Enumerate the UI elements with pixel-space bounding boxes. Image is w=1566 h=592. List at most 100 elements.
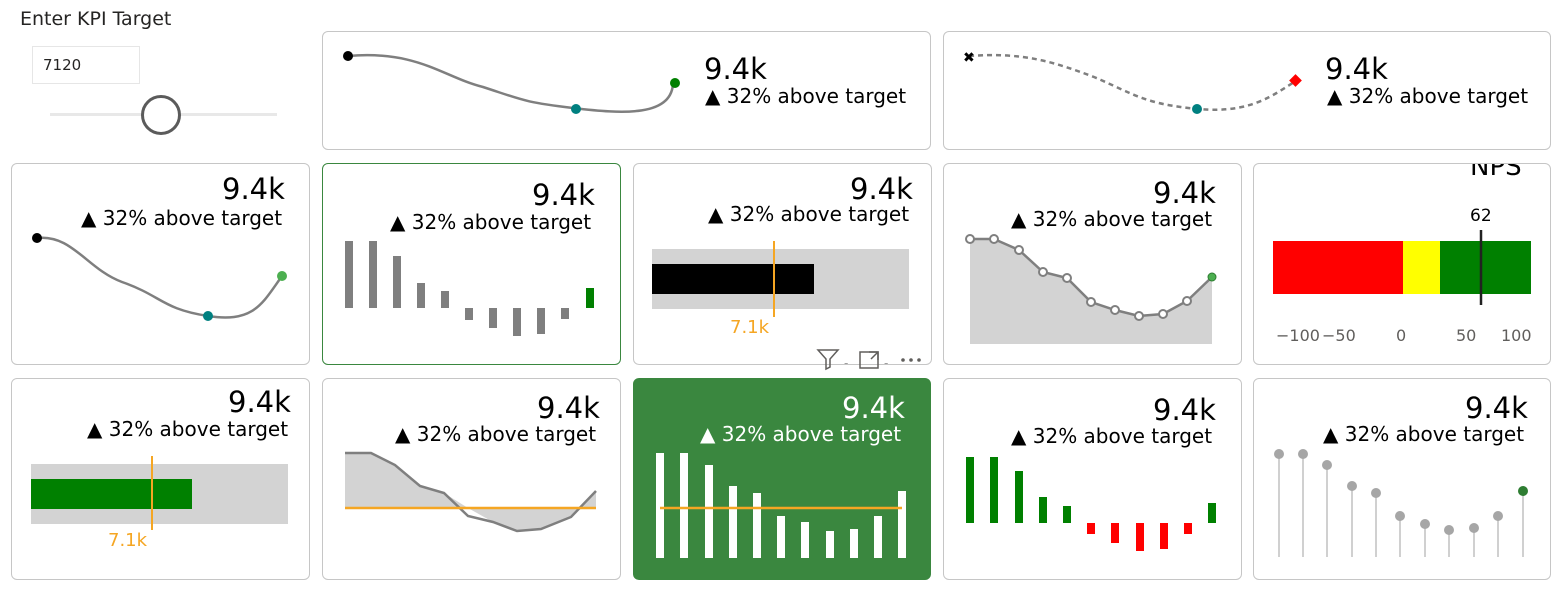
- area-line: [345, 451, 597, 533]
- data-point: [1444, 525, 1454, 535]
- kpi-card-line[interactable]: 9.4k ▲ 32% above target: [11, 163, 310, 365]
- bar-chart: [345, 241, 594, 336]
- sparkline-series: [36, 236, 284, 319]
- bullet-bar: [652, 264, 814, 294]
- data-point: [1110, 305, 1120, 315]
- bar: [345, 241, 353, 308]
- bar: [777, 516, 785, 558]
- kpi-card-gauge[interactable]: NPS 62 −100 −50 0 50 100: [1253, 163, 1551, 365]
- kpi-status: ▲ 32% above target: [395, 422, 597, 446]
- kpi-value: 9.4k: [704, 52, 767, 86]
- bar-positive: [1015, 471, 1023, 523]
- kpi-card-bullet-green[interactable]: 9.4k ▲ 32% above target 7.1k: [11, 378, 310, 580]
- gauge-tick-label: 50: [1456, 326, 1477, 345]
- area-chart: [345, 451, 597, 533]
- kpi-card-bars-grey[interactable]: 9.4k ▲ 32% above target: [322, 163, 621, 365]
- kpi-value: 9.4k: [1153, 393, 1216, 427]
- bar: [441, 291, 449, 308]
- bar: [826, 531, 834, 558]
- bar: [561, 308, 569, 319]
- bar: [898, 491, 906, 558]
- target-label: 7.1k: [108, 530, 148, 551]
- end-point: [277, 271, 287, 281]
- bar-chart: [656, 453, 906, 558]
- kpi-target-input[interactable]: 7120: [32, 46, 140, 84]
- sparkline-series: [968, 53, 1297, 112]
- kpi-status: ▲ 32% above target: [87, 417, 289, 441]
- bar-positive: [966, 457, 974, 523]
- filter-icon: [816, 349, 840, 371]
- end-point: [1518, 486, 1528, 496]
- sparkline-series: [347, 53, 675, 113]
- bar: [465, 308, 473, 320]
- linear-gauge: [1273, 230, 1531, 305]
- bar-current: [1208, 503, 1216, 523]
- end-point: [670, 78, 680, 88]
- bullet-chart: [652, 241, 909, 317]
- kpi-status: ▲ 32% above target: [81, 206, 283, 230]
- bar: [753, 493, 761, 558]
- toolbar-icons: - -: [816, 349, 921, 371]
- sparkline-chart: ✖: [963, 50, 1302, 114]
- kpi-card-line-smooth[interactable]: 9.4k ▲ 32% above target: [322, 31, 931, 150]
- kpi-card-area-markers[interactable]: 9.4k ▲ 32% above target: [943, 163, 1242, 365]
- bar-positive: [1063, 506, 1071, 523]
- gauge-tick-label: −100: [1276, 326, 1320, 345]
- area-chart: [965, 234, 1217, 344]
- start-marker: ✖: [963, 50, 975, 66]
- bar-negative: [1111, 523, 1119, 543]
- data-point: [1274, 449, 1284, 459]
- kpi-card-bullet-black[interactable]: 9.4k ▲ 32% above target 7.1k: [633, 163, 932, 365]
- data-point: [989, 234, 999, 244]
- bar: [874, 516, 882, 558]
- kpi-value: 9.4k: [1465, 391, 1528, 425]
- data-point: [965, 234, 975, 244]
- visual-header-toolbar: - -: [814, 346, 930, 374]
- kpi-value: 9.4k: [850, 172, 913, 206]
- bar-negative: [1160, 523, 1168, 549]
- bar-negative: [1136, 523, 1144, 551]
- kpi-card-lollipop[interactable]: 9.4k ▲ 32% above target: [1253, 378, 1551, 580]
- kpi-card-bars-variance[interactable]: 9.4k ▲ 32% above target: [943, 378, 1242, 580]
- kpi-status: ▲ 32% above target: [1323, 422, 1525, 446]
- data-point: [1469, 523, 1479, 533]
- data-point: [1420, 519, 1430, 529]
- data-point: [1493, 511, 1503, 521]
- area-fill: [970, 239, 1212, 344]
- kpi-status: ▲ 32% above target: [390, 210, 592, 234]
- kpi-value: 9.4k: [842, 391, 905, 425]
- svg-text:-: -: [884, 356, 888, 370]
- min-point: [1192, 104, 1202, 114]
- kpi-value: 9.4k: [1153, 176, 1216, 210]
- gauge-title: NPS: [1470, 163, 1522, 182]
- bullet-chart: [31, 456, 288, 530]
- sparkline-chart: [32, 233, 287, 321]
- data-point: [1038, 267, 1048, 277]
- gauge-tick-label: 100: [1501, 326, 1532, 345]
- kpi-card-bars-green[interactable]: 9.4k ▲ 32% above target: [633, 378, 931, 580]
- band-bad: [1273, 241, 1403, 294]
- bar-negative: [1087, 523, 1095, 534]
- bar: [801, 522, 809, 558]
- bar: [537, 308, 545, 334]
- kpi-value: 9.4k: [1325, 52, 1388, 86]
- variance-bar-chart: [966, 457, 1216, 551]
- target-label: 7.1k: [730, 317, 770, 338]
- bar-positive: [1039, 497, 1047, 523]
- sparkline-chart: [343, 51, 680, 114]
- bar: [680, 453, 688, 558]
- bar: [656, 453, 664, 558]
- data-point: [1371, 488, 1381, 498]
- kpi-status: ▲ 32% above target: [1011, 424, 1213, 448]
- bar: [393, 256, 401, 308]
- band-warn: [1403, 241, 1440, 294]
- start-point: [343, 51, 353, 61]
- area-above: [345, 453, 468, 508]
- slider-thumb[interactable]: [141, 95, 181, 135]
- kpi-card-line-dashed[interactable]: ✖ 9.4k ▲ 32% above target: [943, 31, 1551, 150]
- kpi-card-area-target[interactable]: 9.4k ▲ 32% above target: [322, 378, 621, 580]
- kpi-value: 9.4k: [228, 385, 291, 419]
- bar: [369, 241, 377, 308]
- bar: [729, 486, 737, 558]
- band-good: [1440, 241, 1531, 294]
